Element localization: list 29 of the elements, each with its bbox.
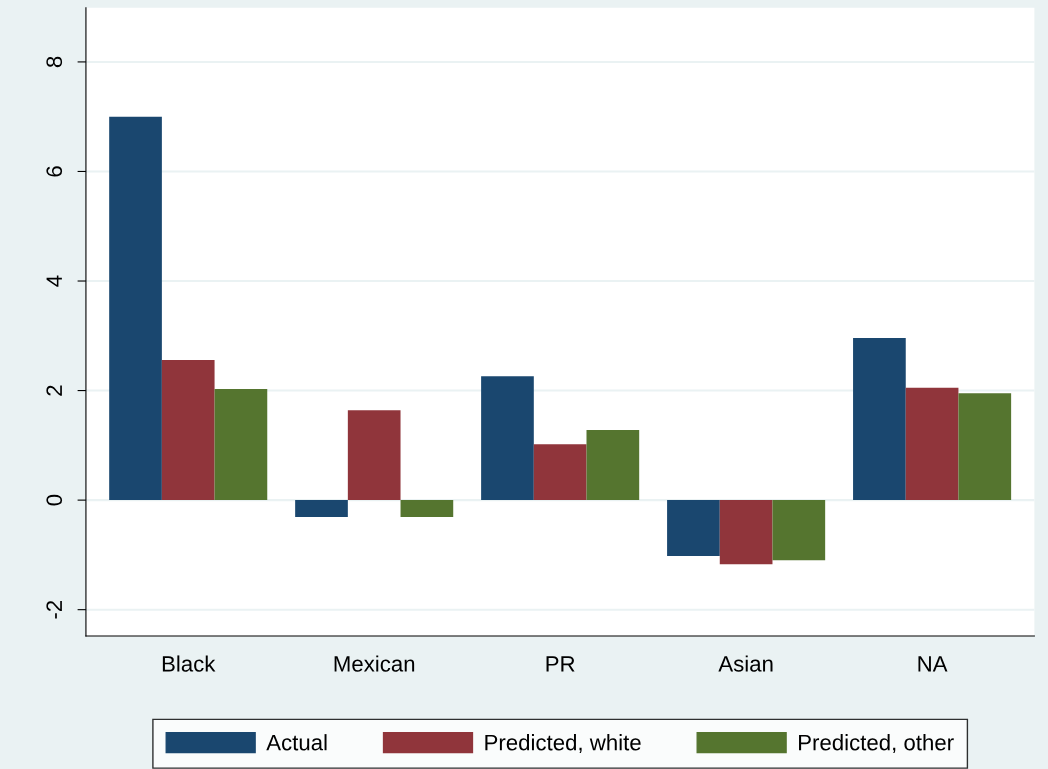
y-tick-label: 4 — [46, 275, 62, 287]
bar — [667, 500, 720, 556]
bar — [347, 410, 401, 501]
bar — [295, 500, 348, 518]
bar — [481, 376, 534, 501]
bar — [772, 500, 826, 561]
legend-label: Predicted, other — [799, 734, 954, 754]
bar — [400, 500, 454, 518]
legend-label: Predicted, white — [485, 734, 641, 754]
x-tick-label: NA — [918, 656, 948, 672]
bar — [719, 500, 773, 565]
bar — [214, 388, 268, 501]
bar — [853, 337, 906, 501]
x-tick-label: Mexican — [334, 655, 415, 672]
x-tick-label: PR — [546, 656, 575, 672]
legend-label: Actual — [266, 734, 327, 751]
bar — [586, 430, 640, 501]
y-tick-label: 0 — [46, 494, 63, 506]
y-tick-label: 8 — [46, 56, 63, 68]
bar — [905, 387, 959, 501]
y-tick-label: -2 — [46, 600, 62, 619]
x-tick-label: Black — [162, 655, 216, 672]
y-tick-label: 2 — [46, 385, 62, 396]
x-tick-label: Asian — [718, 655, 773, 672]
y-tick-label: 6 — [46, 166, 63, 177]
bar — [161, 359, 215, 501]
bar — [109, 116, 162, 501]
bar — [958, 393, 1012, 501]
bar — [533, 444, 587, 501]
